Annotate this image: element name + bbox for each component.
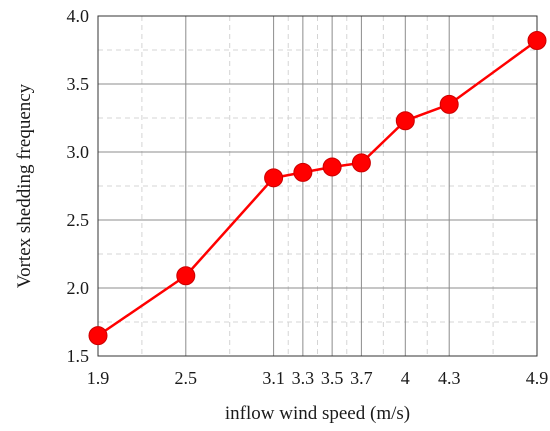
data-point <box>351 153 371 173</box>
y-axis-label: Vortex shedding frequency <box>14 83 35 288</box>
x-tick-label: 1.9 <box>87 368 110 388</box>
y-tick-label: 2.5 <box>67 210 90 230</box>
series-layer <box>88 30 547 346</box>
y-tick-label: 4.0 <box>67 6 90 26</box>
data-point <box>322 157 342 177</box>
data-point <box>293 162 313 182</box>
data-point <box>176 266 196 286</box>
plot-frame <box>97 15 538 357</box>
data-point <box>439 94 459 114</box>
x-tick-label: 4.3 <box>438 368 461 388</box>
y-tick-label: 3.0 <box>67 142 90 162</box>
data-point <box>264 168 284 188</box>
data-point <box>88 326 108 346</box>
data-point <box>527 30 547 50</box>
x-tick-label: 3.1 <box>262 368 285 388</box>
y-tick-label: 1.5 <box>67 346 90 366</box>
x-axis-label: inflow wind speed (m/s) <box>225 403 410 424</box>
x-tick-label: 3.5 <box>321 368 344 388</box>
data-point <box>395 111 415 131</box>
y-axis-ticks: 1.5 2.0 2.5 3.0 3.5 4.0 <box>67 6 90 366</box>
x-tick-label: 4.9 <box>526 368 549 388</box>
x-tick-label: 3.3 <box>292 368 315 388</box>
y-tick-label: 2.0 <box>67 278 90 298</box>
x-tick-label: 3.7 <box>350 368 373 388</box>
x-axis-ticks: 1.9 2.5 3.1 3.3 3.5 3.7 4 4.3 4.9 <box>87 368 549 388</box>
x-tick-label: 4 <box>401 368 410 388</box>
x-tick-label: 2.5 <box>175 368 198 388</box>
y-tick-label: 3.5 <box>67 74 90 94</box>
